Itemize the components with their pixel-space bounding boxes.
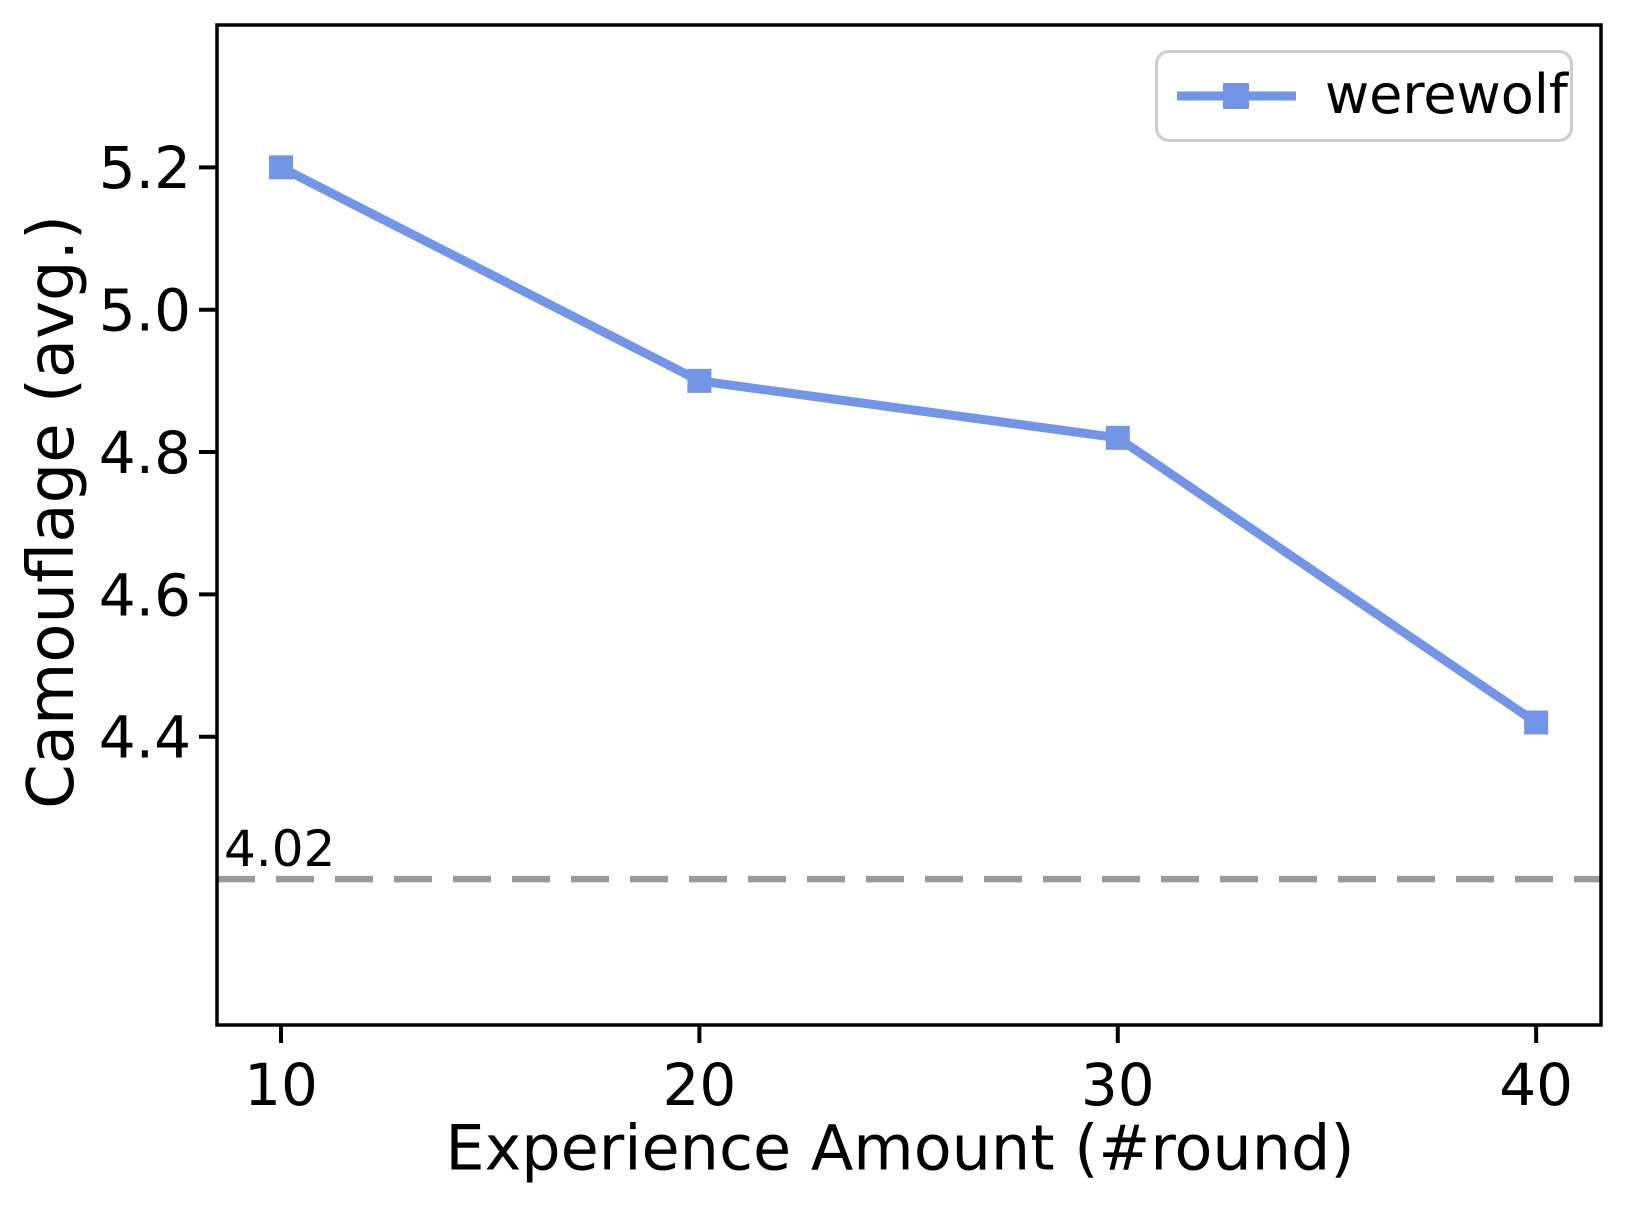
legend-label: werewolf xyxy=(1325,62,1568,126)
legend: werewolf xyxy=(1155,50,1573,142)
baseline-value-label: 4.02 xyxy=(224,820,336,878)
y-tick-label: 4.8 xyxy=(99,419,191,487)
werewolf-line xyxy=(276,162,1541,728)
y-tick-label: 5.2 xyxy=(99,134,191,202)
y-axis-label: Camouflage (avg.) xyxy=(15,215,89,809)
x-tick-label: 10 xyxy=(244,1051,318,1119)
plot-border xyxy=(215,23,1603,1027)
x-tick-label: 20 xyxy=(662,1051,736,1119)
data-point-marker xyxy=(1524,710,1549,735)
y-tick-label: 5.0 xyxy=(99,277,191,345)
data-point-marker xyxy=(269,155,294,180)
x-tick-label: 30 xyxy=(1081,1051,1155,1119)
data-point-marker xyxy=(687,368,712,393)
x-axis-label: Experience Amount (#round) xyxy=(445,1111,1355,1185)
data-point-marker xyxy=(1105,425,1130,450)
legend-marker-icon xyxy=(1177,83,1296,109)
x-tick-label: 40 xyxy=(1499,1051,1573,1119)
y-tick-label: 4.4 xyxy=(99,704,191,772)
y-tick-label: 4.6 xyxy=(99,561,191,629)
